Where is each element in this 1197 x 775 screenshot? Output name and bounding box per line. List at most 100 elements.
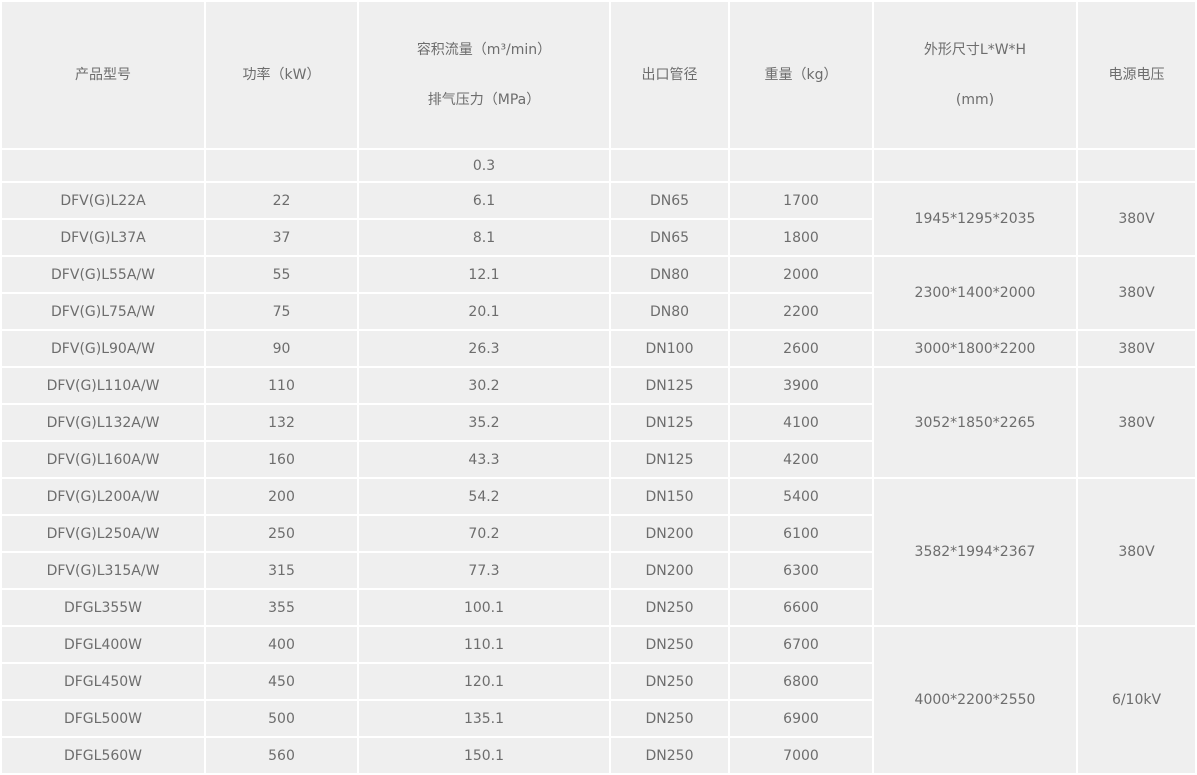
column-header-power: 功率（kW） [206,2,357,148]
cell-weight: 4200 [730,442,872,477]
cell-model: DFGL400W [2,627,204,662]
cell-voltage: 380V [1078,368,1195,477]
cell-outlet: DN150 [611,479,728,514]
column-header-label-flow: 容积流量（m³/min） [416,42,552,58]
cell-model: DFV(G)L315A/W [2,553,204,588]
cell-dims: 4000*2200*2550 [874,627,1076,773]
cell-flow: 6.1 [359,183,609,218]
table-row: DFV(G)L315A/W 315 77.3 DN200 6300 [2,553,1195,588]
cell-model: DFGL450W [2,664,204,699]
column-header-label: 重量（kg） [764,67,838,83]
table-row: DFGL355W 355 100.1 DN250 6600 [2,590,1195,625]
cell-flow: 8.1 [359,220,609,255]
cell-weight: 6900 [730,701,872,736]
cell-model: DFGL560W [2,738,204,773]
table-row: DFV(G)L37A 37 8.1 DN65 1800 [2,220,1195,255]
column-header-flow-pressure: 容积流量（m³/min） 排气压力（MPa） [359,2,609,148]
cell-power: 315 [206,553,357,588]
cell-model [2,150,204,181]
cell-outlet: DN250 [611,664,728,699]
cell-power: 75 [206,294,357,329]
cell-weight: 2600 [730,331,872,366]
cell-power: 55 [206,257,357,292]
cell-model: DFV(G)L75A/W [2,294,204,329]
table-body: 0.3 DFV(G)L22A 22 6.1 DN65 1700 1945*1295*2035… [2,150,1195,773]
cell-flow: 12.1 [359,257,609,292]
cell-flow: 0.3 [359,150,609,181]
cell-flow: 110.1 [359,627,609,662]
cell-outlet [611,150,728,181]
cell-model: DFV(G)L200A/W [2,479,204,514]
column-header-model: 产品型号 [2,2,204,148]
cell-voltage: 380V [1078,331,1195,366]
cell-power [206,150,357,181]
cell-power: 250 [206,516,357,551]
cell-outlet: DN125 [611,368,728,403]
column-header-dimensions: 外形尺寸L*W*H (mm) [874,2,1076,148]
cell-flow: 150.1 [359,738,609,773]
column-header-label-unit: (mm) [955,92,995,108]
column-header-label-pressure: 排气压力（MPa） [427,92,541,108]
cell-weight: 6300 [730,553,872,588]
cell-outlet: DN100 [611,331,728,366]
cell-outlet: DN200 [611,553,728,588]
cell-model: DFV(G)L160A/W [2,442,204,477]
cell-outlet: DN65 [611,220,728,255]
cell-weight: 2000 [730,257,872,292]
cell-outlet: DN250 [611,627,728,662]
column-header-voltage: 电源电压 [1078,2,1195,148]
cell-outlet: DN250 [611,590,728,625]
cell-model: DFV(G)L110A/W [2,368,204,403]
cell-weight: 4100 [730,405,872,440]
cell-flow: 20.1 [359,294,609,329]
table-row: DFV(G)L132A/W 132 35.2 DN125 4100 [2,405,1195,440]
cell-flow: 35.2 [359,405,609,440]
cell-outlet: DN250 [611,738,728,773]
cell-outlet: DN250 [611,701,728,736]
table-row: DFGL560W 560 150.1 DN250 7000 [2,738,1195,773]
cell-voltage: 380V [1078,479,1195,625]
cell-power: 500 [206,701,357,736]
cell-weight: 6800 [730,664,872,699]
cell-model: DFGL355W [2,590,204,625]
table-row: DFV(G)L90A/W 90 26.3 DN100 2600 3000*1800*220… [2,331,1195,366]
cell-dims: 3052*1850*2265 [874,368,1076,477]
cell-dims: 3582*1994*2367 [874,479,1076,625]
cell-model: DFV(G)L90A/W [2,331,204,366]
cell-flow: 43.3 [359,442,609,477]
cell-power: 37 [206,220,357,255]
column-header-label-dimensions: 外形尺寸L*W*H [923,42,1027,58]
table-row: DFGL450W 450 120.1 DN250 6800 [2,664,1195,699]
cell-weight: 6700 [730,627,872,662]
cell-model: DFV(G)L132A/W [2,405,204,440]
cell-model: DFV(G)L250A/W [2,516,204,551]
cell-model: DFV(G)L55A/W [2,257,204,292]
cell-outlet: DN80 [611,294,728,329]
cell-dims [874,150,1076,181]
cell-dims: 3000*1800*2200 [874,331,1076,366]
cell-power: 200 [206,479,357,514]
table-row: DFV(G)L250A/W 250 70.2 DN200 6100 [2,516,1195,551]
cell-voltage: 6/10kV [1078,627,1195,773]
table-row: DFV(G)L75A/W 75 20.1 DN80 2200 [2,294,1195,329]
cell-flow: 26.3 [359,331,609,366]
cell-outlet: DN65 [611,183,728,218]
table-row: DFV(G)L55A/W 55 12.1 DN80 2000 2300*1400*2000… [2,257,1195,329]
table-row: DFGL400W 400 110.1 DN250 6700 4000*2200*2550 6… [2,627,1195,773]
cell-outlet: DN125 [611,442,728,477]
cell-power: 400 [206,627,357,662]
table-row: DFV(G)L22A 22 6.1 DN65 1700 1945*1295*2035 380… [2,183,1195,255]
table-row: DFV(G)L160A/W 160 43.3 DN125 4200 [2,442,1195,477]
cell-weight: 5400 [730,479,872,514]
cell-power: 132 [206,405,357,440]
cell-weight: 2200 [730,294,872,329]
cell-voltage: 380V [1078,257,1195,329]
cell-power: 90 [206,331,357,366]
cell-model: DFV(G)L22A [2,183,204,218]
cell-weight: 6100 [730,516,872,551]
cell-voltage [1078,150,1195,181]
cell-power: 355 [206,590,357,625]
cell-power: 22 [206,183,357,218]
cell-flow: 77.3 [359,553,609,588]
